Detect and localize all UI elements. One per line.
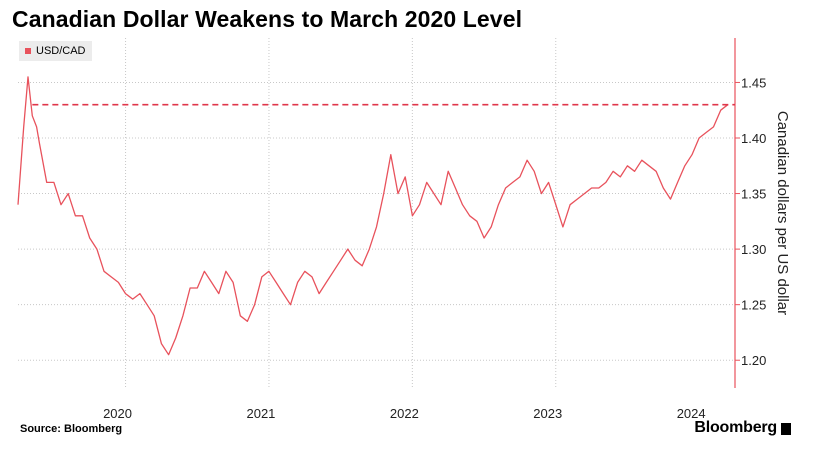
x-tick-label: 2022	[390, 406, 419, 421]
x-tick-label: 2024	[677, 406, 706, 421]
y-tick-label: 1.35	[741, 187, 766, 202]
series-usd-cad	[17, 76, 729, 356]
tick-labels: 1.20 1.25 1.30 1.35 1.40 1.45 2020 2021 2022 2023…	[103, 75, 766, 421]
y-tick-label: 1.40	[741, 131, 766, 146]
legend-swatch	[25, 48, 31, 54]
chart-legend: USD/CAD	[19, 41, 92, 61]
chart-title: Canadian Dollar Weakens to March 2020 Le…	[12, 6, 523, 32]
terminal-icon	[781, 423, 791, 435]
grid-lines	[18, 38, 735, 388]
axes	[734, 38, 740, 388]
brand-name: Bloomberg	[694, 419, 777, 436]
y-axis-label: Canadian dollars per US dollar	[774, 111, 791, 315]
y-tick-label: 1.30	[741, 242, 766, 257]
x-tick-label: 2021	[246, 406, 275, 421]
x-tick-label: 2023	[533, 406, 562, 421]
x-tick-label: 2020	[103, 406, 132, 421]
y-tick-label: 1.25	[741, 298, 766, 313]
legend-label: USD/CAD	[36, 45, 86, 57]
y-tick-label: 1.20	[741, 353, 766, 368]
usd-cad-line	[17, 76, 729, 356]
source-note: Source: Bloomberg	[20, 423, 123, 435]
y-tick-label: 1.45	[741, 75, 766, 90]
brand-logo: Bloomberg	[694, 419, 791, 437]
